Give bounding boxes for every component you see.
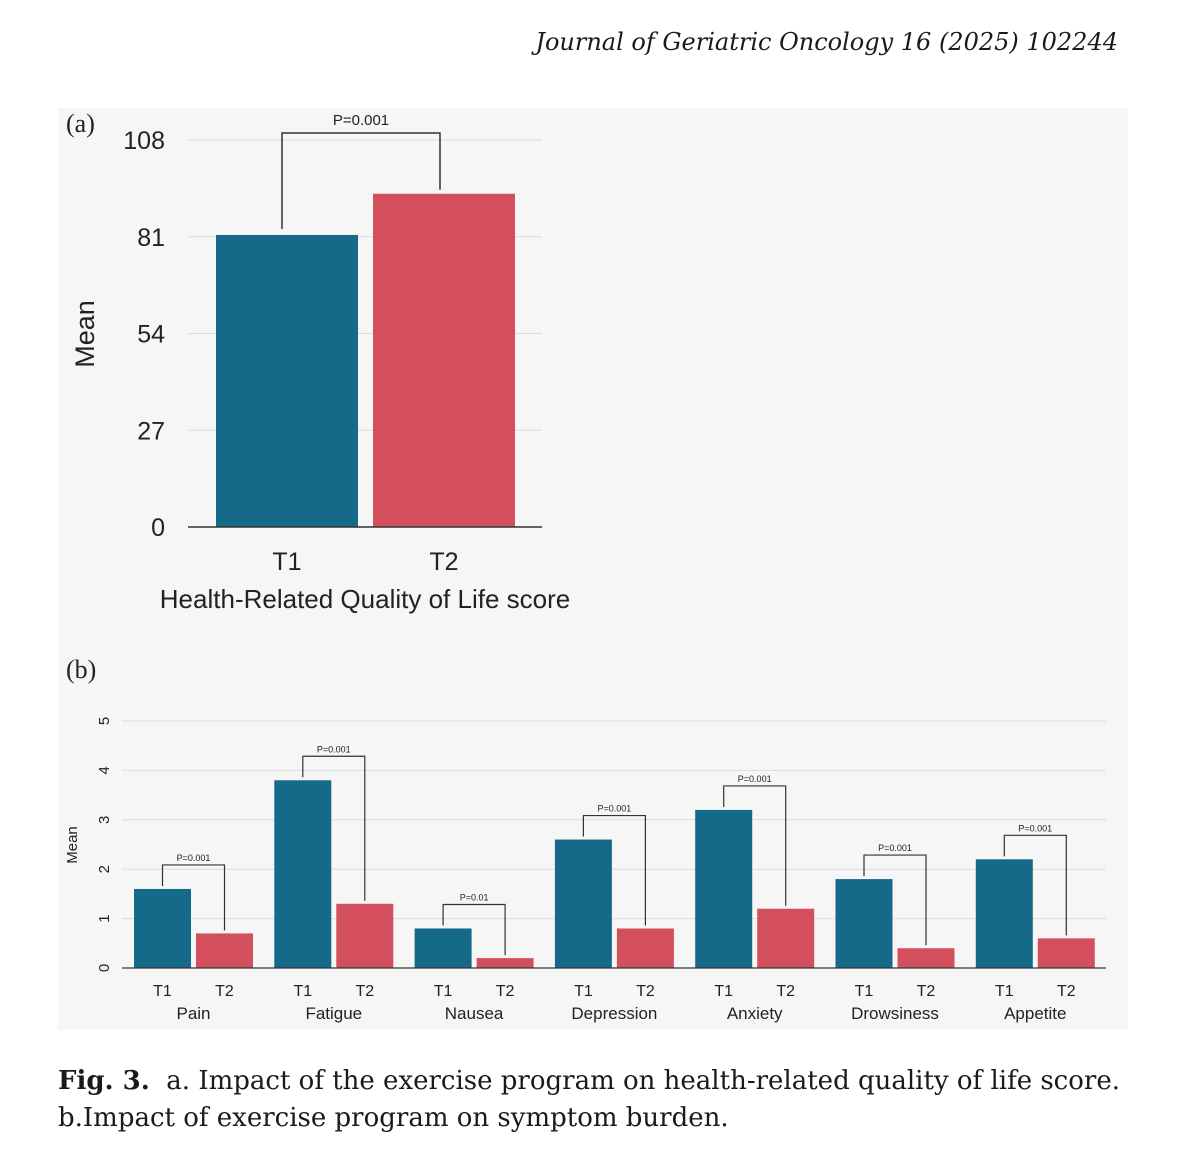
x-tick-label: T2 <box>496 983 515 1000</box>
bar-fatigue-t2 <box>336 903 394 968</box>
bar-nausea-t2 <box>476 958 534 968</box>
p-value-label: P=0.001 <box>177 853 211 863</box>
x-tick-label: T2 <box>355 983 374 1000</box>
caption-line-1: Fig. 3. a. Impact of the exercise progra… <box>58 1063 1158 1100</box>
p-value-label: P=0.001 <box>1018 823 1052 833</box>
y-tick-label: 2 <box>96 865 113 873</box>
bar-drowsiness-t2 <box>897 948 955 968</box>
y-tick-label: 54 <box>137 321 165 349</box>
significance-bracket <box>582 814 646 926</box>
x-tick-label: T2 <box>917 983 936 1000</box>
x-tick-label: T1 <box>855 983 874 1000</box>
group-label: Nausea <box>445 1004 504 1023</box>
y-tick-label: 108 <box>123 127 165 155</box>
y-tick-label: 0 <box>151 514 165 542</box>
x-tick-label: T2 <box>215 983 234 1000</box>
y-tick-label: 81 <box>137 224 165 252</box>
caption-text-a: a. Impact of the exercise program on hea… <box>166 1066 1120 1096</box>
panel-b-label: (b) <box>66 655 96 684</box>
x-tick-label: T2 <box>429 548 458 576</box>
journal-header: Journal of Geriatric Oncology 16 (2025) … <box>535 28 1118 56</box>
significance-bracket <box>863 854 927 946</box>
group-label: Fatigue <box>305 1004 362 1023</box>
significance-bracket <box>281 132 441 229</box>
group-label: Appetite <box>1004 1004 1066 1023</box>
y-axis-title: Mean <box>70 300 100 368</box>
x-tick-label: T1 <box>293 983 312 1000</box>
y-tick-label: 0 <box>96 964 113 972</box>
bar-anxiety-t2 <box>757 908 815 968</box>
y-tick-label: 3 <box>96 816 113 824</box>
p-value-label: P=0.001 <box>878 843 912 853</box>
x-tick-label: T2 <box>1057 983 1076 1000</box>
bar-drowsiness-t1 <box>835 879 893 968</box>
y-tick-label: 27 <box>137 417 165 445</box>
bar-appetite-t1 <box>975 859 1033 968</box>
significance-bracket <box>442 903 506 956</box>
chart-panel-b: 0 1 2 3 4 5 T1 T2 Pain P=0.001 T1 T2 Fatigue P=0.001 T… <box>64 717 1106 1023</box>
x-tick-label: T1 <box>153 983 172 1000</box>
bar-anxiety-t1 <box>695 809 753 968</box>
significance-bracket <box>723 785 787 906</box>
y-axis-title: Mean <box>64 826 81 864</box>
y-tick-label: 5 <box>96 717 113 725</box>
y-tick-label: 1 <box>96 914 113 922</box>
significance-bracket <box>161 864 226 931</box>
group-label: Depression <box>571 1004 657 1023</box>
bar-t2 <box>373 193 515 527</box>
bar-nausea-t1 <box>414 928 472 968</box>
figure-caption: Fig. 3. a. Impact of the exercise progra… <box>58 1063 1158 1137</box>
significance-bracket <box>302 755 366 901</box>
group-label: Anxiety <box>727 1004 783 1023</box>
y-tick-label: 4 <box>96 766 113 774</box>
bar-t1 <box>216 234 358 528</box>
p-value-label: P=0.001 <box>317 744 351 754</box>
bar-pain-t2 <box>196 933 253 968</box>
p-value-label: P=0.01 <box>460 892 489 902</box>
p-value-label: P=0.001 <box>598 804 632 814</box>
x-tick-label: T2 <box>776 983 795 1000</box>
x-tick-label: T1 <box>272 548 301 576</box>
bar-fatigue-t1 <box>274 780 332 968</box>
panel-a-label: (a) <box>66 109 95 138</box>
p-value-label: P=0.001 <box>738 774 772 784</box>
group-label: Drowsiness <box>851 1004 939 1023</box>
x-tick-label: T1 <box>995 983 1014 1000</box>
p-value-label: P=0.001 <box>333 112 389 129</box>
x-tick-label: T1 <box>574 983 593 1000</box>
x-axis-title: Health-Related Quality of Life score <box>160 584 570 614</box>
bar-appetite-t2 <box>1037 938 1095 968</box>
caption-line-2: b.Impact of exercise program on symptom … <box>58 1103 729 1133</box>
x-tick-label: T1 <box>434 983 453 1000</box>
x-tick-label: T1 <box>714 983 733 1000</box>
group-label: Pain <box>176 1004 210 1023</box>
significance-bracket <box>1003 834 1067 936</box>
caption-label: Fig. 3. <box>58 1066 150 1096</box>
bar-pain-t1 <box>134 888 191 968</box>
bar-depression-t2 <box>616 928 674 968</box>
x-tick-label: T2 <box>636 983 655 1000</box>
chart-panel-a: 0 27 54 81 108 T1 T2 P=0.001 Health-Related Qual… <box>70 112 570 614</box>
bar-depression-t1 <box>554 839 612 968</box>
